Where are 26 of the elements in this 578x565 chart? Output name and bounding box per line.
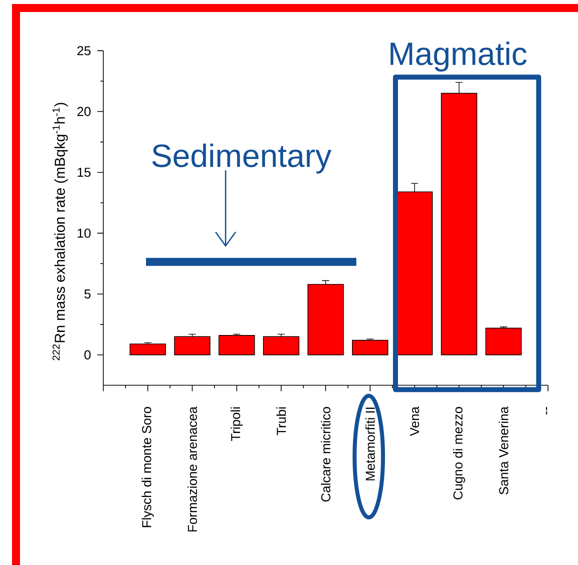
y-tick-label: 20 (77, 106, 91, 116)
x-tick-label: Santa Venerina (498, 406, 508, 494)
annotation: Sedimentary (152, 144, 332, 174)
y-tick-label: 15 (78, 168, 91, 177)
bar (485, 328, 522, 356)
x-tick-label: Flysch di monte Soro (142, 407, 154, 528)
y-tick-label: 10 (78, 228, 91, 238)
y-tick-label: 25 (77, 46, 91, 56)
y-tick-label: 0 (84, 350, 91, 360)
y-tick-label: 5 (84, 290, 91, 299)
bar (263, 336, 300, 356)
x-tick-label: -- (546, 407, 548, 415)
x-tick-label: Cugno di mezzo (453, 407, 466, 500)
bar (352, 340, 388, 356)
bar (218, 335, 255, 356)
x-tick-label: Tripoli (230, 407, 243, 441)
bar (308, 284, 344, 356)
x-tick-label: Trubi (276, 407, 286, 436)
y-axis-title: $^{222}$Rn mass exhalation rate (mBqkg$^{-1}$h$^{-1}$) (52, 102, 68, 360)
bar (174, 336, 210, 356)
x-tick-label: Vena (410, 406, 420, 436)
x-tick-label: Metamorfiti II (365, 408, 375, 480)
bar (130, 344, 166, 356)
x-tick-label: Calcare micritico (320, 407, 330, 502)
x-tick-label: Formazione arenacea (187, 406, 197, 532)
annotation: Magmatic (390, 42, 527, 72)
